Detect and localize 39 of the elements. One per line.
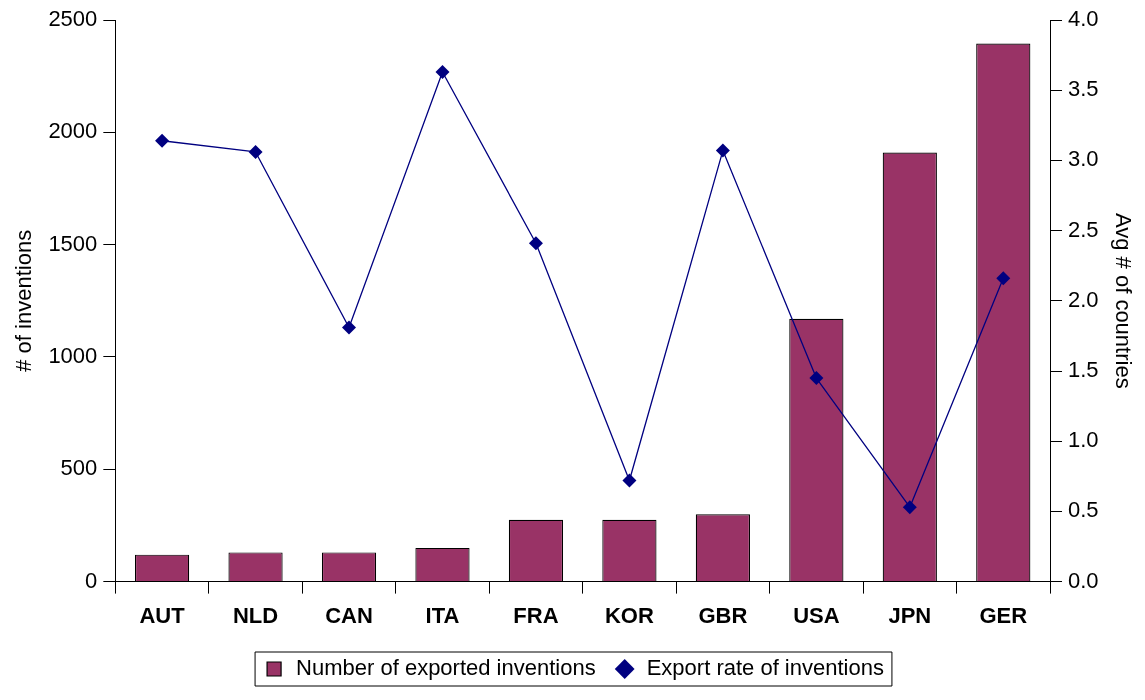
y2-tick-label: 3.5 [1068,76,1099,102]
y-tick-label: 500 [60,455,98,481]
y2-tick-label: 2.5 [1068,216,1099,242]
y-tick-label: 1000 [48,343,98,369]
y2-axis-title: Avg # of countries [1110,212,1136,389]
y-tick-label: 0 [85,567,98,593]
point [248,144,263,159]
y-tick-label: 1500 [48,230,98,256]
point [902,500,917,515]
x-tick-label: CAN [325,602,373,628]
y-tick-label: 2500 [48,6,98,32]
x-tick-label: NLD [232,602,279,628]
point [715,143,730,158]
x-tick-label: ITA [425,602,460,628]
y-tick-label: 2000 [48,118,98,144]
point [622,473,637,488]
point [155,133,170,148]
point [528,236,543,251]
x-tick-label: AUT [139,602,186,628]
x-tick-label: JPN [888,602,932,628]
y2-tick-label: 4.0 [1068,6,1099,32]
legend-label: Number of exported inventions [296,655,596,681]
x-tick-label: USA [793,602,840,628]
y2-tick-label: 1.0 [1068,427,1099,453]
legend-label: Export rate of inventions [646,655,884,681]
y2-tick-label: 0.0 [1068,567,1099,593]
y2-tick-label: 2.0 [1068,286,1099,312]
point [435,64,450,79]
x-tick-label: FRA [513,602,559,628]
x-tick-label: GER [979,602,1028,628]
point [809,371,824,386]
y-axis-title: # of inventions [11,229,37,372]
point [342,320,357,335]
y2-tick-label: 0.5 [1068,497,1099,523]
point [996,271,1011,286]
x-tick-label: GBR [698,602,748,628]
x-tick-label: KOR [604,602,654,628]
y2-tick-label: 1.5 [1068,357,1099,383]
y2-tick-label: 3.0 [1068,146,1099,172]
